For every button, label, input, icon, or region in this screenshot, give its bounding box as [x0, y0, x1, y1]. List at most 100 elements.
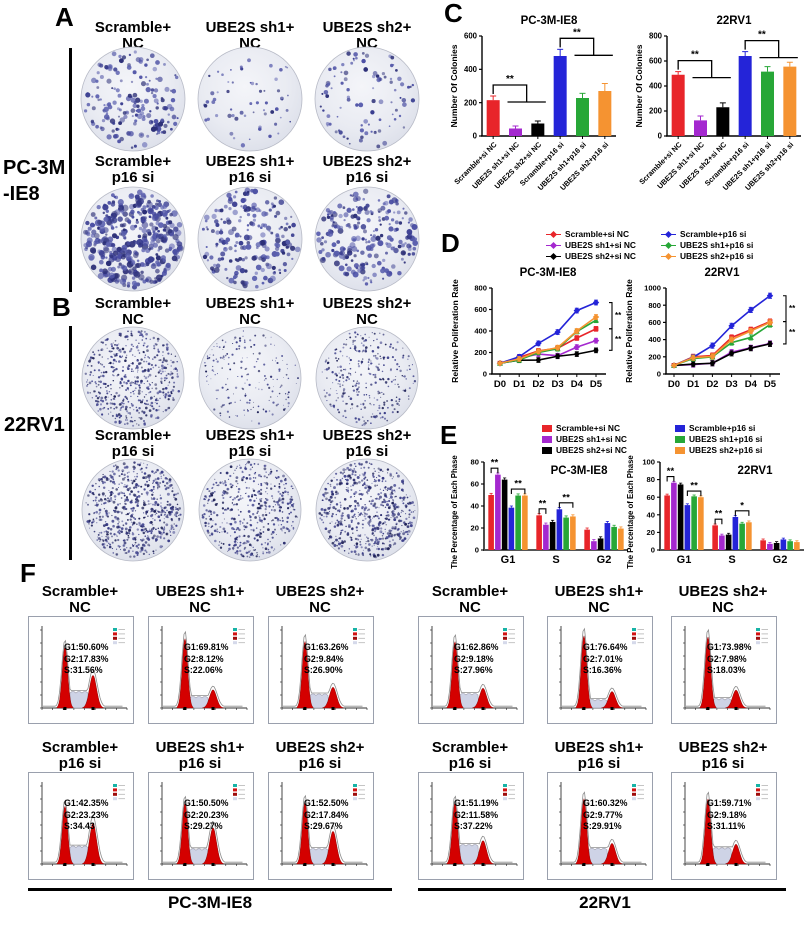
colony-dish-b-5 [198, 458, 302, 562]
bar-phase-pc3m-S-2 [543, 524, 549, 550]
panel-a-col-label-1: Scramble+ NC [94, 19, 172, 52]
flow-legend-chip-icon [233, 636, 237, 640]
flow-percentage-line: G1:60.32% [583, 798, 628, 808]
svg-text:D1: D1 [687, 379, 700, 390]
flow-g2-peak [202, 689, 224, 709]
svg-text:*: * [740, 500, 744, 511]
legend-square-marker-icon [542, 446, 552, 455]
colony-dish-a-3 [314, 46, 420, 152]
bar-phase-pc3m-G1-5 [515, 495, 521, 550]
svg-text:**: ** [506, 74, 514, 85]
colony-dish-b-2 [198, 326, 302, 430]
flow-envelope-curve [163, 795, 243, 863]
legend-item: Scramble+si NC [546, 229, 636, 240]
panel-b-divider-line [69, 326, 72, 560]
panel-label-b: B [52, 292, 71, 322]
bar-phase-pc3m-G2-6 [618, 528, 624, 550]
flow-plot-title-1-3: UBE2S sh2+ NC [275, 583, 365, 616]
svg-text:800: 800 [649, 32, 663, 41]
flow-legend-chip-icon [233, 641, 237, 645]
colony-dish-b-4 [81, 458, 185, 562]
flow-legend-chip-icon [353, 788, 357, 792]
flow-legend-chip-icon [632, 784, 636, 787]
flow-plot-title-1-4: Scramble+ p16 si [41, 739, 119, 772]
flow-histogram [683, 782, 771, 866]
flow-plot-1-3: G1:63.26% G2:9.84% S:26.90% [268, 616, 374, 724]
svg-text:The Percentage of Each Phase: The Percentage of Each Phase [450, 455, 459, 569]
dish-circle [198, 458, 302, 562]
flow-percentages: G1:42.35% G2:23.23% S:34.43 [64, 798, 132, 833]
flow-percentage-line: S:29.27% [184, 821, 223, 831]
flow-legend-chip-icon [756, 628, 760, 631]
flow-legend-chip-icon [113, 792, 117, 796]
flow-g1-peak [575, 635, 593, 709]
svg-text:**: ** [491, 458, 499, 469]
svg-text:100: 100 [642, 458, 655, 467]
flow-histogram [40, 626, 128, 710]
flow-percentages: G1:62.86% G2:9.18% S:27.96% [454, 642, 522, 677]
flow-percentages: G1:59.71% G2:9.18% S:31.11% [707, 798, 775, 833]
legend-item: Scramble+p16 si [675, 423, 762, 434]
panel-d-legend-p16: Scramble+p16 si UBE2S sh1+p16 si UBE2S sh2… [661, 229, 753, 262]
flow-envelope-curve [433, 633, 513, 707]
flow-g2-peak [202, 827, 224, 865]
flow-histogram [683, 626, 771, 710]
flow-histogram [280, 782, 368, 866]
legend-item: UBE2S sh1+si NC [546, 240, 636, 251]
bar-colonies-pc3m-4 [553, 56, 567, 136]
bar-phase-pc3m-S-3 [549, 521, 556, 550]
bar-phase-22rv1-G1-3 [677, 484, 684, 550]
svg-text:200: 200 [648, 352, 661, 361]
bar-phase-22rv1-S-3 [725, 534, 732, 550]
flow-legend-chip-icon [632, 641, 636, 645]
bar-phase-pc3m-G2-1 [584, 529, 590, 550]
flow-legend-chip-icon [113, 797, 117, 801]
legend-item: UBE2S sh1+p16 si [661, 240, 753, 251]
flow-legend-chip-icon [353, 632, 357, 636]
svg-text:0: 0 [473, 132, 478, 141]
flow-g1-peak [56, 805, 74, 865]
svg-text:S: S [552, 554, 559, 566]
flow-legend-chip-icon [503, 628, 507, 631]
chart-phase-pc3m-holder: PC-3M-IE8 The Percentage of Each Phase 0 20… [448, 450, 634, 582]
bar-phase-22rv1-G2-5 [787, 541, 793, 550]
flow-percentage-line: G1:69.81% [184, 642, 229, 652]
panel-label-c: C [444, 0, 463, 28]
panel-f-group1-underline [28, 888, 392, 891]
svg-text:800: 800 [474, 284, 487, 293]
bar-colonies-22rv1-1 [671, 74, 685, 136]
flow-legend-chip-icon [632, 792, 636, 796]
flow-percentage-line: G2:23.23% [64, 809, 109, 820]
flow-g2-peak [472, 687, 494, 709]
line-series-prolif-22rv1-4 [673, 295, 771, 367]
svg-text:The Percentage of Each Phase: The Percentage of Each Phase [626, 455, 635, 569]
flow-g1-peak [446, 801, 464, 865]
flow-percentage-line: G1:59.71% [707, 798, 752, 808]
flow-plot-title-2-3: UBE2S sh2+ NC [678, 583, 768, 616]
flow-plot-1-2: G1:69.81% G2:8.12% S:22.06% [148, 616, 254, 724]
legend-square-marker-icon [675, 424, 685, 433]
panel-b-col-label-2: UBE2S sh1+ NC [205, 295, 295, 328]
bar-phase-pc3m-G2-5 [611, 526, 617, 550]
flow-g2-peak [82, 675, 104, 709]
bar-phase-22rv1-G2-3 [773, 542, 780, 550]
panel-a-divider-line [69, 48, 72, 292]
bar-colonies-22rv1-5 [761, 71, 774, 136]
legend-label: Scramble+si NC [565, 229, 630, 239]
flow-legend-chip-icon [503, 641, 507, 645]
flow-plot-1-4: G1:42.35% G2:23.23% S:34.43 [28, 772, 134, 880]
flow-envelope-curve [283, 633, 363, 707]
svg-text:400: 400 [464, 65, 478, 74]
legend-label: UBE2S sh1+p16 si [689, 434, 763, 444]
svg-text:D0: D0 [668, 379, 680, 390]
flow-histogram [280, 626, 368, 710]
flow-legend-chip-icon [233, 792, 237, 796]
line-series-prolif-22rv1-6 [673, 321, 771, 367]
flow-percentages: G1:60.32% G2:9.77% S:29.91% [583, 798, 651, 833]
flow-histogram [559, 626, 647, 710]
svg-text:20: 20 [647, 528, 655, 537]
svg-text:0: 0 [657, 370, 661, 379]
bar-phase-22rv1-G1-4 [684, 505, 691, 550]
legend-line-marker-icon [661, 230, 676, 239]
flow-s-phase-area [69, 845, 90, 865]
